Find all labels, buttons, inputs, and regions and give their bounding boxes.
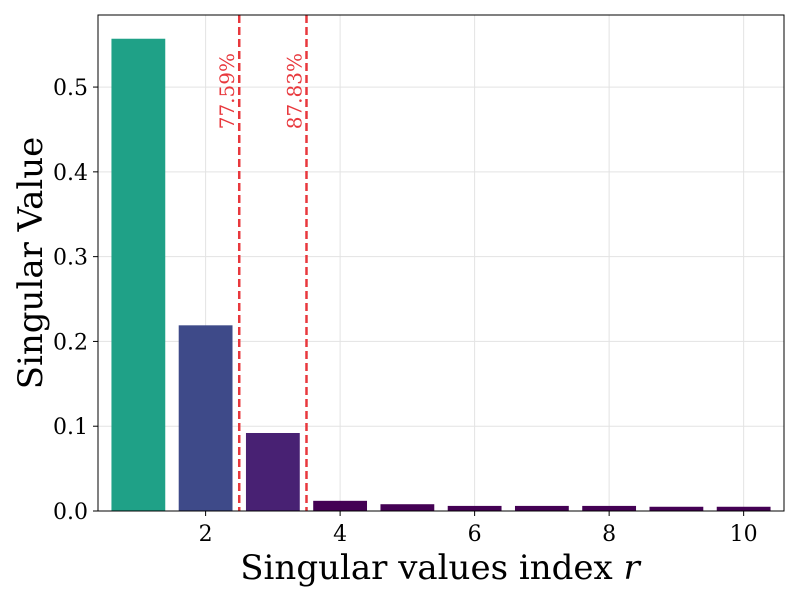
y-tick-label: 0.4 [53, 161, 88, 186]
bar-9 [649, 506, 704, 511]
y-tick-label: 0.2 [53, 330, 88, 355]
threshold-label-1: 77.59% [215, 53, 239, 129]
threshold-label-2: 87.83% [282, 53, 306, 129]
x-tick-label: 6 [468, 522, 482, 547]
y-ticks: 0.0 0.1 0.2 0.3 0.4 0.5 [53, 76, 98, 525]
x-ticks: 2 4 6 8 10 [199, 511, 758, 547]
bar-5 [380, 504, 435, 511]
threshold-lines: 77.59% 87.83% [215, 15, 308, 511]
bar-4 [313, 500, 368, 511]
y-tick-label: 0.1 [53, 415, 88, 440]
y-axis-label: Singular Value [11, 137, 51, 390]
x-tick-label: 2 [199, 522, 213, 547]
plot-frame [97, 14, 785, 512]
y-tick-label: 0.0 [53, 500, 88, 525]
bar-3 [245, 432, 300, 511]
bar-2 [178, 325, 233, 511]
y-tick-label: 0.5 [53, 76, 88, 101]
bar-6 [447, 505, 502, 511]
x-axis-label-variable: r [623, 548, 641, 588]
bar-7 [514, 505, 569, 511]
bar-1 [111, 38, 166, 511]
y-tick-label: 0.3 [53, 246, 88, 271]
x-tick-label: 8 [602, 522, 616, 547]
x-axis-label-text: Singular values index [240, 548, 612, 588]
bar-10 [716, 506, 771, 511]
bar-8 [582, 505, 637, 511]
x-tick-label: 4 [333, 522, 347, 547]
bars [111, 38, 771, 511]
x-axis-label: Singular values index r [240, 548, 641, 588]
x-tick-label: 10 [730, 522, 758, 547]
